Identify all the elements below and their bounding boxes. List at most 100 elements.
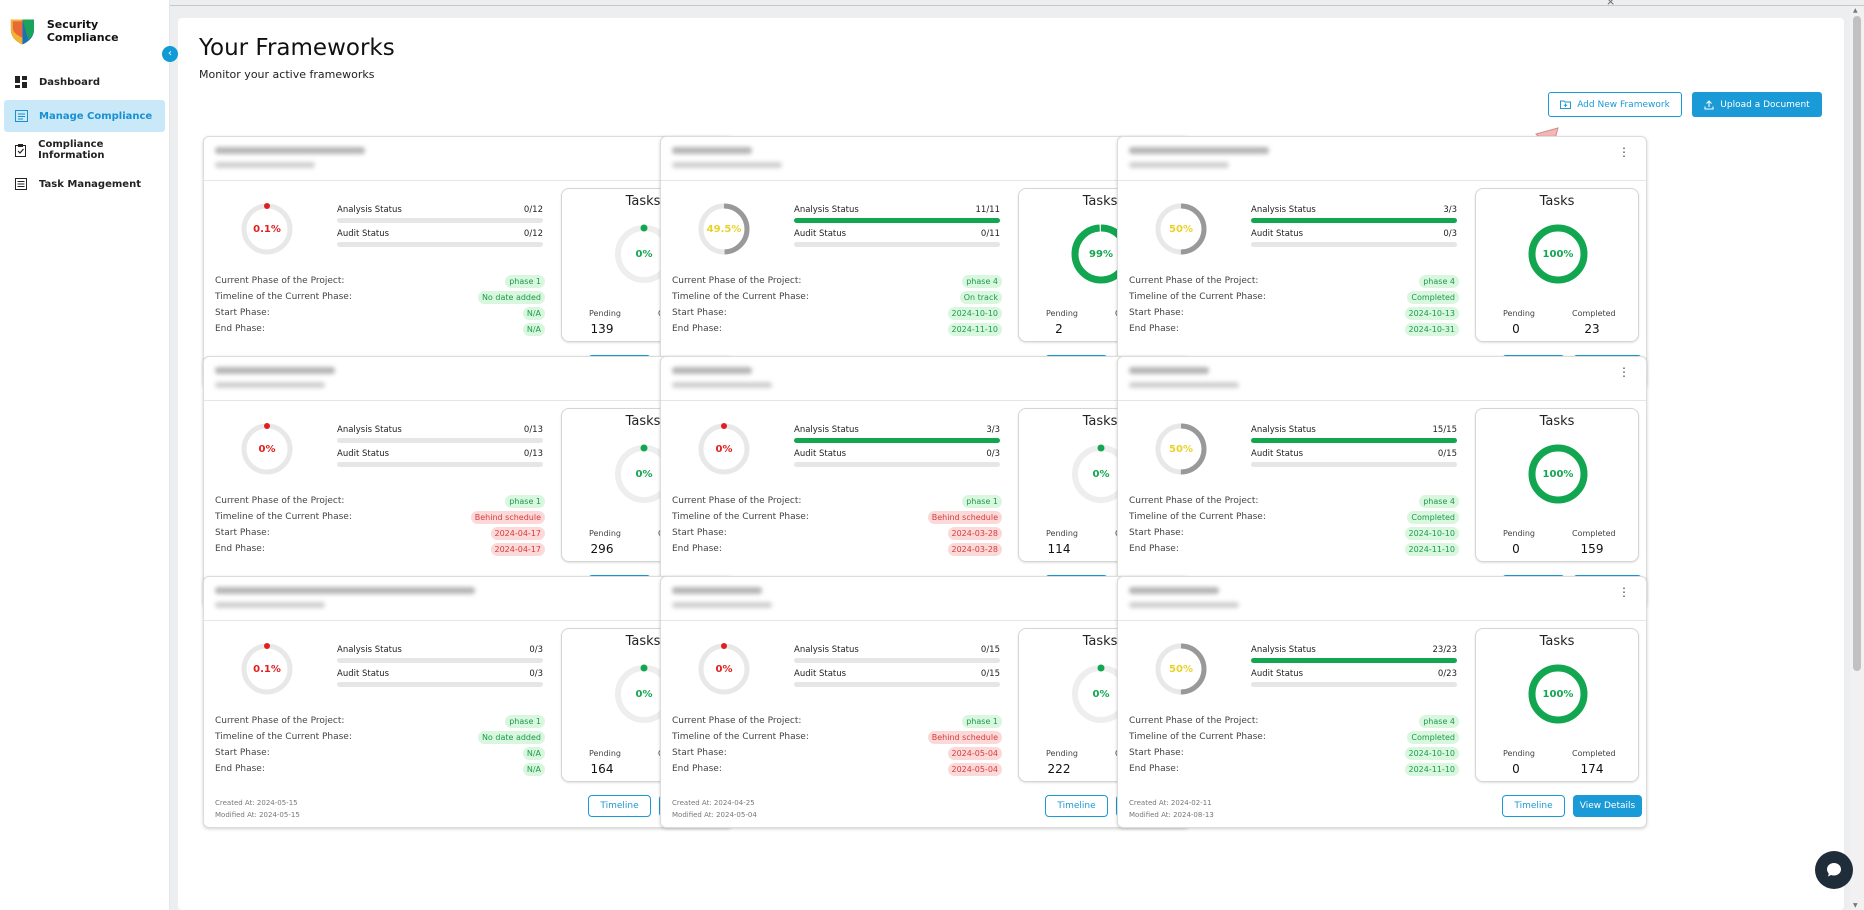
framework-card[interactable]: ⋮ 0% Analysis Status 0/15 Audit Status 0/15 Cu… — [660, 576, 1190, 828]
audit-progress-bar — [1251, 242, 1457, 247]
phase-label: Current Phase of the Project: — [672, 496, 802, 506]
more-options-icon[interactable]: ⋮ — [1618, 145, 1630, 159]
redacted-framework-name — [672, 147, 752, 154]
audit-status-value: 0/15 — [980, 669, 1000, 679]
start-phase-label: Start Phase: — [215, 528, 270, 538]
end-phase-badge: N/A — [522, 763, 545, 776]
framework-card[interactable]: ⋮ 49.5% Analysis Status 11/11 Audit Status 0/… — [660, 136, 1190, 388]
timeline-button[interactable]: Timeline — [1045, 795, 1108, 817]
analysis-status-value: 0/15 — [980, 645, 1000, 655]
redacted-framework-name — [1129, 587, 1219, 594]
progress-donut — [1155, 203, 1207, 255]
start-phase-label: Start Phase: — [672, 308, 727, 318]
phase-label: Current Phase of the Project: — [215, 496, 345, 506]
end-phase-badge: 2024-03-28 — [947, 543, 1002, 556]
card-header: ⋮ — [204, 137, 732, 181]
analysis-status-value: 0/12 — [523, 205, 543, 215]
start-phase-badge: N/A — [522, 307, 545, 320]
sidebar-item-dashboard[interactable]: Dashboard — [4, 66, 165, 98]
analysis-status-label: Analysis Status — [1251, 425, 1316, 435]
audit-progress-bar — [794, 682, 1000, 687]
timeline-row: Timeline of the Current Phase: Behind sch… — [672, 731, 1002, 745]
pending-label: Pending — [589, 749, 621, 758]
audit-progress-bar — [1251, 462, 1457, 467]
analysis-progress-bar — [794, 438, 1000, 443]
phase-label: Current Phase of the Project: — [215, 716, 345, 726]
phase-badge: phase 4 — [1419, 715, 1459, 728]
timeline-row: Timeline of the Current Phase: No date ad… — [215, 291, 545, 305]
sidebar-item-manage-compliance[interactable]: Manage Compliance — [4, 100, 165, 132]
audit-progress-bar — [1251, 682, 1457, 687]
tasks-ring — [1528, 224, 1588, 284]
framework-card[interactable]: ⋮ 0% Analysis Status 3/3 Audit Status 0/3 Curr… — [660, 356, 1190, 608]
timeline-label: Timeline of the Current Phase: — [215, 512, 352, 522]
completed-count: 174 — [1580, 762, 1604, 776]
analysis-status-label: Analysis Status — [794, 645, 859, 655]
shield-logo-icon — [10, 19, 34, 45]
start-phase-row: Start Phase: N/A — [215, 307, 545, 321]
modified-at: Modified At: 2024-08-13 — [1129, 811, 1214, 819]
redacted-framework-owner — [1129, 602, 1239, 608]
audit-status-value: 0/11 — [980, 229, 1000, 239]
timeline-status-badge: No date added — [477, 291, 545, 304]
collapse-sidebar-button[interactable]: ‹ — [162, 46, 178, 62]
tasks-panel: Tasks 100% Pending Completed 0 23 — [1475, 188, 1639, 342]
tasks-percent: 0% — [635, 248, 653, 260]
brand[interactable]: Security Compliance — [0, 0, 169, 62]
progress-donut — [1155, 423, 1207, 475]
end-phase-badge: 2024-11-10 — [947, 323, 1002, 336]
card-header: ⋮ — [204, 577, 732, 621]
phase-row: Current Phase of the Project: phase 4 — [672, 275, 1002, 289]
tasks-percent: 99% — [1089, 248, 1113, 260]
more-options-icon[interactable]: ⋮ — [1618, 585, 1630, 599]
sidebar-item-task-management[interactable]: Task Management — [4, 168, 165, 200]
timeline-button[interactable]: Timeline — [1502, 795, 1565, 817]
phase-badge: phase 1 — [505, 275, 545, 288]
framework-card[interactable]: ⋮ 0.1% Analysis Status 0/3 Audit Status 0/3 Cu… — [203, 576, 733, 828]
timeline-status-badge: No date added — [477, 731, 545, 744]
framework-card[interactable]: ⋮ 50% Analysis Status 15/15 Audit Status 0/15… — [1117, 356, 1647, 608]
timeline-row: Timeline of the Current Phase: On track — [672, 291, 1002, 305]
tasks-percent: 0% — [635, 688, 653, 700]
sidebar-item-compliance-information[interactable]: Compliance Information — [4, 134, 165, 166]
card-header: ⋮ — [661, 137, 1189, 181]
audit-progress-bar — [337, 242, 543, 247]
add-framework-label: Add New Framework — [1577, 99, 1670, 110]
close-icon[interactable]: × — [1606, 0, 1616, 8]
scrollbar-thumb[interactable] — [1853, 16, 1861, 671]
framework-card[interactable]: ⋮ 0% Analysis Status 0/13 Audit Status 0/13 Cu… — [203, 356, 733, 608]
pending-label: Pending — [589, 529, 621, 538]
end-phase-row: End Phase: 2024-11-10 — [1129, 543, 1459, 557]
progress-donut — [241, 643, 293, 695]
scroll-down-icon[interactable]: ▼ — [1853, 902, 1858, 909]
more-options-icon[interactable]: ⋮ — [1618, 365, 1630, 379]
start-phase-badge: N/A — [522, 747, 545, 760]
upload-document-button[interactable]: Upload a Document — [1692, 92, 1822, 117]
audit-progress-bar — [794, 242, 1000, 247]
start-phase-label: Start Phase: — [215, 308, 270, 318]
scroll-up-icon[interactable]: ▲ — [1853, 7, 1858, 14]
pending-count: 222 — [1047, 762, 1071, 776]
framework-card[interactable]: ⋮ 0.1% Analysis Status 0/12 Audit Status 0/12… — [203, 136, 733, 388]
timeline-status-badge: Completed — [1407, 731, 1459, 744]
timeline-button[interactable]: Timeline — [588, 795, 651, 817]
view-details-button[interactable]: View Details — [1573, 795, 1642, 817]
audit-status-label: Audit Status — [1251, 449, 1304, 459]
analysis-progress-bar — [337, 658, 543, 663]
framework-card[interactable]: ⋮ 50% Analysis Status 23/23 Audit Status 0/23… — [1117, 576, 1647, 828]
start-phase-badge: 2024-10-13 — [1404, 307, 1459, 320]
timeline-label: Timeline of the Current Phase: — [672, 512, 809, 522]
timeline-status-badge: Completed — [1407, 291, 1459, 304]
scrollbar[interactable]: ▲ ▼ — [1850, 6, 1864, 910]
tasks-percent: 0% — [635, 468, 653, 480]
add-framework-button[interactable]: Add New Framework — [1548, 92, 1682, 117]
phase-label: Current Phase of the Project: — [1129, 716, 1259, 726]
start-phase-badge: 2024-10-10 — [947, 307, 1002, 320]
tasks-title: Tasks — [1082, 634, 1118, 649]
framework-card[interactable]: ⋮ 50% Analysis Status 3/3 Audit Status 0/3 Cur… — [1117, 136, 1647, 388]
analysis-status-value: 23/23 — [1432, 645, 1458, 655]
phase-badge: phase 1 — [962, 495, 1002, 508]
pending-count: 0 — [1512, 762, 1520, 776]
audit-progress-bar — [337, 462, 543, 467]
chat-button[interactable] — [1815, 851, 1853, 889]
